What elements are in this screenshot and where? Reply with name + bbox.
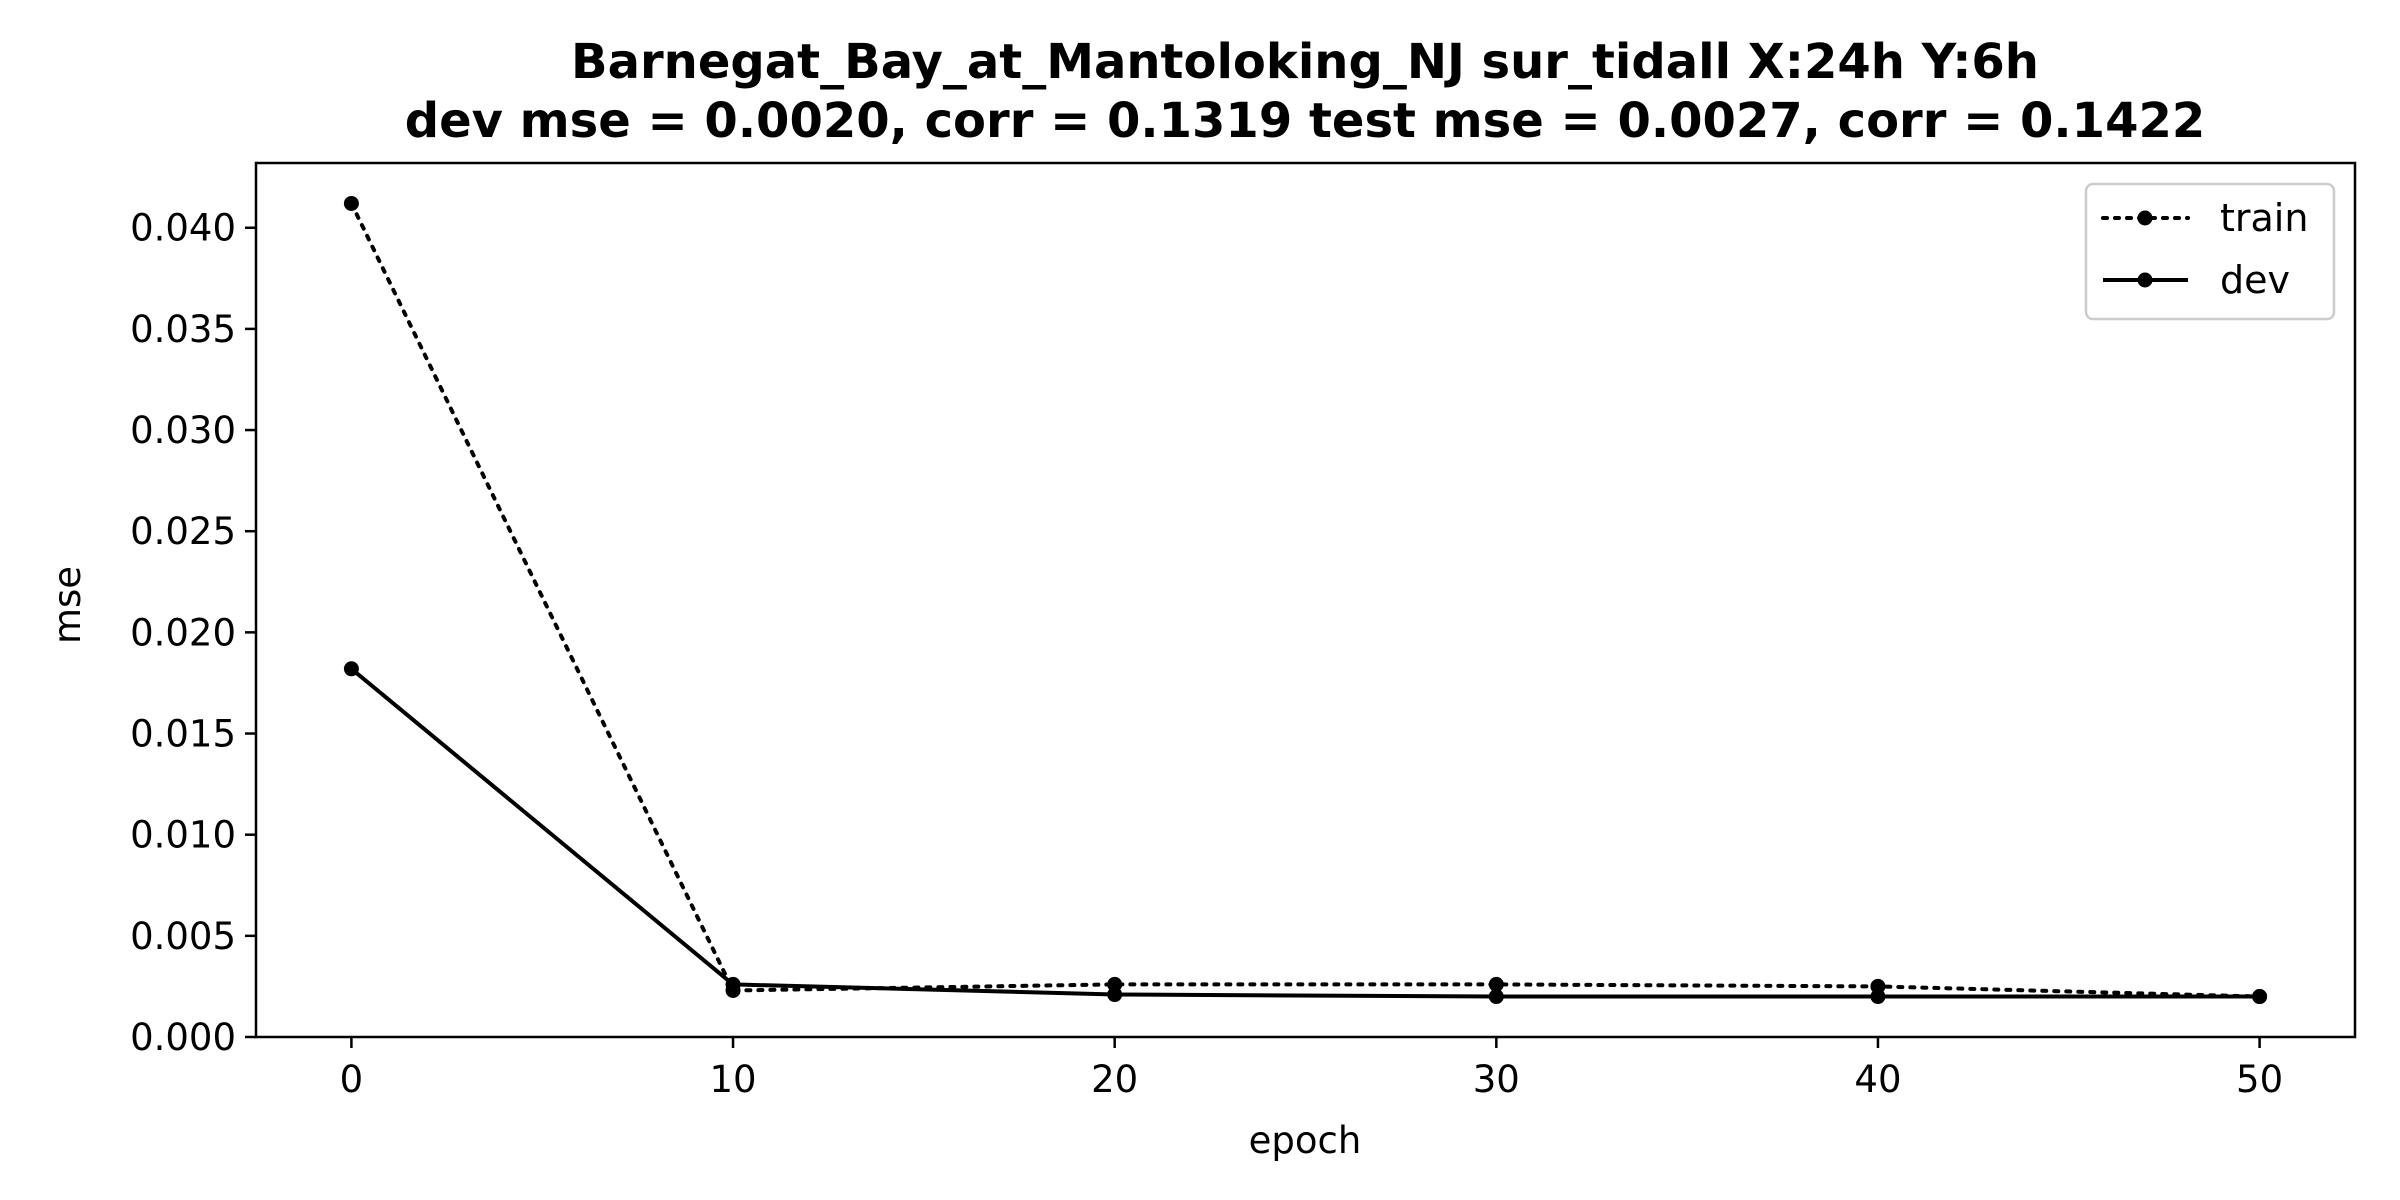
- series-train-point: [343, 195, 359, 211]
- y-tick-label: 0.025: [130, 510, 236, 553]
- series-dev-point: [1870, 989, 1886, 1005]
- x-axis-label: epoch: [1249, 1119, 1362, 1162]
- y-tick-label: 0.030: [130, 409, 236, 452]
- series-dev-point: [725, 976, 741, 992]
- axes: 0 10 20 30 40 50 0.000 0.005 0.010 0.015 0.020 0.02…: [130, 161, 2357, 1101]
- y-tick-label: 0.000: [130, 1016, 236, 1059]
- y-tick-label: 0.015: [130, 713, 236, 756]
- legend-dev-marker: [2137, 272, 2153, 288]
- x-tick-label: 40: [1854, 1058, 1901, 1101]
- y-tick-label: 0.020: [130, 611, 236, 654]
- legend: train dev: [2084, 182, 2336, 321]
- x-tick-label: 0: [340, 1058, 364, 1101]
- y-tick-label: 0.005: [130, 915, 236, 958]
- y-tick-label: 0.040: [130, 207, 236, 250]
- axes-frame: [254, 161, 2357, 1039]
- x-tick-label: 20: [1091, 1058, 1138, 1101]
- y-axis-label: mse: [46, 566, 89, 644]
- y-tick-label: 0.010: [130, 814, 236, 857]
- series-dev-point: [1107, 987, 1123, 1003]
- x-tick-label: 30: [1473, 1058, 1520, 1101]
- plot-area: [343, 195, 2268, 1005]
- x-tick-label: 50: [2236, 1058, 2283, 1101]
- series-dev-point: [2252, 989, 2268, 1005]
- chart-subtitle: dev mse = 0.0020, corr = 0.1319 test mse…: [405, 93, 2206, 149]
- chart-title: Barnegat_Bay_at_Mantoloking_NJ sur_tidal…: [571, 34, 2039, 90]
- series-dev-point: [343, 661, 359, 677]
- legend-train-marker: [2137, 210, 2153, 226]
- legend-train-label: train: [2220, 196, 2308, 240]
- series-dev-line: [350, 667, 2260, 999]
- x-tick-label: 10: [709, 1058, 756, 1101]
- series-train-point: [1488, 976, 1504, 992]
- y-tick-label: 0.035: [130, 308, 236, 351]
- series-dev-point: [1488, 989, 1504, 1005]
- legend-dev-label: dev: [2220, 258, 2290, 302]
